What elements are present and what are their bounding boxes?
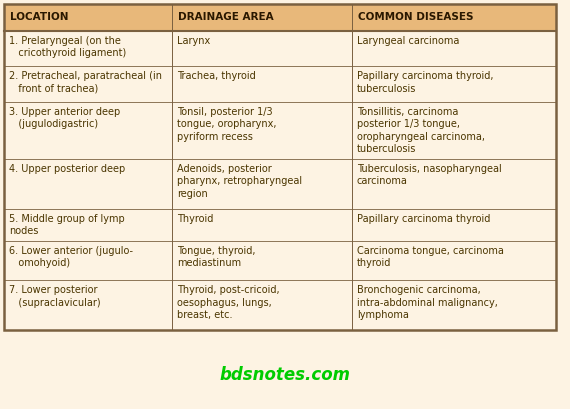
- Text: LOCATION: LOCATION: [10, 12, 68, 22]
- Text: Papillary carcinoma thyroid: Papillary carcinoma thyroid: [357, 214, 490, 224]
- Text: 3. Upper anterior deep
   (jugulodigastric): 3. Upper anterior deep (jugulodigastric): [9, 107, 120, 129]
- Text: COMMON DISEASES: COMMON DISEASES: [358, 12, 473, 22]
- Text: Trachea, thyroid: Trachea, thyroid: [177, 71, 256, 81]
- Bar: [4, 102, 556, 159]
- Bar: [4, 280, 556, 330]
- Bar: [4, 209, 556, 241]
- Text: Tuberculosis, nasopharyngeal
carcinoma: Tuberculosis, nasopharyngeal carcinoma: [357, 164, 502, 187]
- Bar: [4, 241, 556, 280]
- Text: 1. Prelaryngeal (on the
   cricothyroid ligament): 1. Prelaryngeal (on the cricothyroid lig…: [9, 36, 126, 58]
- Bar: [4, 31, 556, 66]
- Text: Carcinoma tongue, carcinoma
thyroid: Carcinoma tongue, carcinoma thyroid: [357, 246, 504, 268]
- Text: 6. Lower anterior (jugulo-
   omohyoid): 6. Lower anterior (jugulo- omohyoid): [9, 246, 133, 268]
- Text: 5. Middle group of lymp
nodes: 5. Middle group of lymp nodes: [9, 214, 125, 236]
- Text: 2. Pretracheal, paratracheal (in
   front of trachea): 2. Pretracheal, paratracheal (in front o…: [9, 71, 162, 94]
- Text: Bronchogenic carcinoma,
intra-abdominal malignancy,
lymphoma: Bronchogenic carcinoma, intra-abdominal …: [357, 285, 498, 320]
- Bar: [4, 4, 556, 330]
- Bar: [4, 66, 556, 102]
- Bar: [4, 4, 556, 31]
- Text: Tonsil, posterior 1/3
tongue, oropharynx,
pyriform recess: Tonsil, posterior 1/3 tongue, oropharynx…: [177, 107, 277, 142]
- Text: Thyroid, post-cricoid,
oesophagus, lungs,
breast, etc.: Thyroid, post-cricoid, oesophagus, lungs…: [177, 285, 280, 320]
- Text: DRAINAGE AREA: DRAINAGE AREA: [178, 12, 274, 22]
- Bar: [4, 159, 556, 209]
- Text: Tongue, thyroid,
mediastinum: Tongue, thyroid, mediastinum: [177, 246, 256, 268]
- Text: Papillary carcinoma thyroid,
tuberculosis: Papillary carcinoma thyroid, tuberculosi…: [357, 71, 493, 94]
- Text: Tonsillitis, carcinoma
posterior 1/3 tongue,
oropharyngeal carcinoma,
tuberculos: Tonsillitis, carcinoma posterior 1/3 ton…: [357, 107, 484, 154]
- Text: bdsnotes.com: bdsnotes.com: [219, 366, 351, 384]
- Text: 7. Lower posterior
   (supraclavicular): 7. Lower posterior (supraclavicular): [9, 285, 101, 308]
- Text: Adenoids, posterior
pharynx, retropharyngeal
region: Adenoids, posterior pharynx, retropharyn…: [177, 164, 303, 199]
- Text: 4. Upper posterior deep: 4. Upper posterior deep: [9, 164, 125, 174]
- Text: Larynx: Larynx: [177, 36, 210, 46]
- Text: Laryngeal carcinoma: Laryngeal carcinoma: [357, 36, 459, 46]
- Text: Thyroid: Thyroid: [177, 214, 214, 224]
